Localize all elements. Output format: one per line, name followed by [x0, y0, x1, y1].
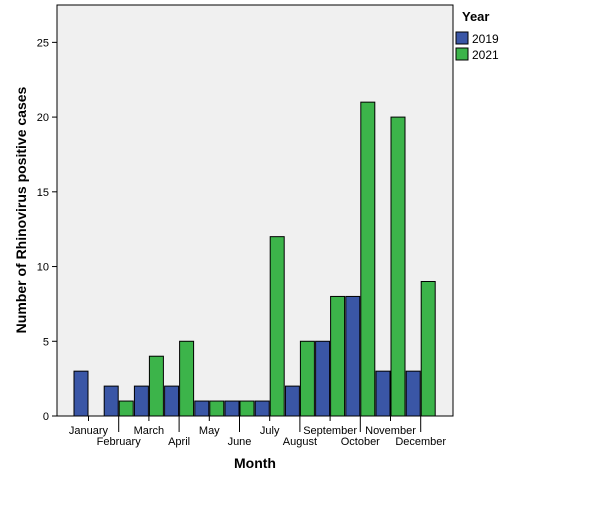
- bar-2019-may: [194, 400, 210, 417]
- bar-2021-may: [209, 400, 225, 417]
- legend: Year 2019 2021: [455, 9, 499, 62]
- x-tick-label: March: [134, 425, 165, 437]
- x-tick-label: January: [69, 425, 109, 437]
- bar-2021-february: [118, 400, 134, 417]
- y-tick-label: 0: [43, 411, 49, 423]
- bar-2019-january: [73, 370, 89, 417]
- bar-2019-december: [405, 370, 421, 417]
- x-tick-label: April: [168, 436, 190, 448]
- bars-group: [73, 101, 436, 417]
- y-axis: 0 5 10 15 20 25: [37, 37, 57, 423]
- plot-area: [56, 4, 454, 417]
- bar-2019-july: [254, 400, 270, 417]
- bar-2021-november: [390, 116, 406, 417]
- legend-label-2021: 2021: [472, 48, 499, 62]
- bar-2021-april: [179, 340, 195, 417]
- bar-2019-august: [284, 385, 300, 417]
- bar-2019-june: [224, 400, 240, 417]
- x-tick-label: February: [97, 436, 142, 448]
- bar-2019-september: [315, 340, 331, 417]
- y-axis-title: Number of Rhinovirus positive cases: [13, 86, 29, 333]
- bar-2021-march: [148, 355, 164, 417]
- bar-2021-july: [269, 236, 285, 417]
- bar-2019-march: [133, 385, 149, 417]
- x-axis-title: Month: [234, 455, 276, 471]
- bar-2021-june: [239, 400, 255, 417]
- x-tick-label: November: [365, 425, 416, 437]
- bar-2019-february: [103, 385, 119, 417]
- bar-2021-october: [360, 101, 376, 417]
- bar-2019-october: [345, 295, 361, 417]
- bar-2019-november: [375, 370, 391, 417]
- legend-title: Year: [462, 9, 489, 24]
- legend-swatch-2021: [455, 47, 469, 61]
- y-tick-label: 15: [37, 187, 49, 199]
- legend-swatch-2019: [455, 31, 469, 45]
- x-tick-label: August: [283, 436, 317, 448]
- bar-2021-september: [330, 295, 346, 417]
- y-tick-label: 5: [43, 336, 49, 348]
- x-tick-label: June: [228, 436, 252, 448]
- bar-2021-december: [420, 280, 436, 417]
- x-tick-label: September: [303, 425, 357, 437]
- y-tick-label: 20: [37, 112, 49, 124]
- y-tick-label: 10: [37, 262, 49, 274]
- x-tick-label: July: [260, 425, 280, 437]
- bar-2019-april: [164, 385, 180, 417]
- bar-2021-august: [299, 340, 315, 417]
- x-tick-label: October: [341, 436, 380, 448]
- y-tick-label: 25: [37, 37, 49, 49]
- x-tick-label: December: [395, 436, 446, 448]
- legend-label-2019: 2019: [472, 32, 499, 46]
- x-tick-label: May: [199, 425, 220, 437]
